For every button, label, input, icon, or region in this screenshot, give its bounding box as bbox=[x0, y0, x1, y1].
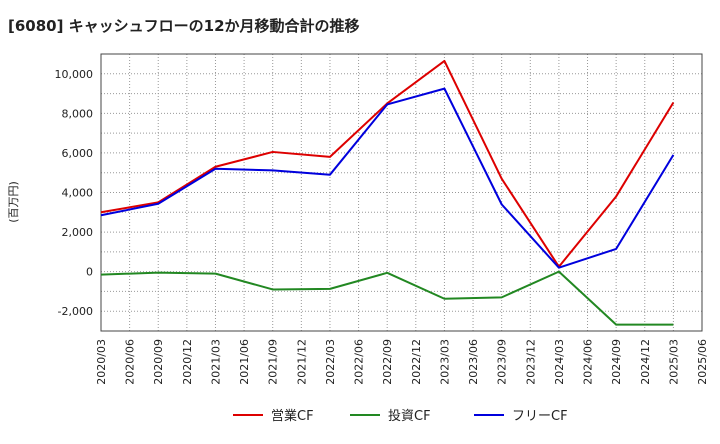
grid bbox=[100, 53, 703, 332]
y-axis-label: (百万円) bbox=[7, 181, 20, 223]
x-tick-label: 2022/03 bbox=[324, 339, 337, 385]
x-tick-label: 2021/12 bbox=[295, 339, 308, 385]
plot-frame bbox=[100, 53, 703, 332]
y-tick-label: -2,000 bbox=[58, 305, 93, 318]
series-line bbox=[100, 59, 675, 268]
x-tick-label: 2023/12 bbox=[524, 339, 537, 385]
x-tick-label: 2021/09 bbox=[267, 339, 280, 385]
y-axis-ticks: 10,000 8,000 6,000 4,000 2,000 0 -2,000 bbox=[55, 68, 94, 318]
y-tick-label: 6,000 bbox=[62, 147, 94, 160]
x-tick-label: 2022/06 bbox=[353, 339, 366, 385]
x-tick-label: 2024/09 bbox=[610, 339, 623, 385]
series-line bbox=[100, 87, 675, 269]
legend: 営業CF 投資CF フリーCF bbox=[233, 408, 568, 424]
series-line bbox=[100, 270, 674, 326]
x-tick-label: 2024/06 bbox=[582, 339, 595, 385]
legend-label: 営業CF bbox=[271, 408, 314, 424]
x-tick-label: 2021/06 bbox=[238, 339, 251, 385]
x-tick-label: 2020/06 bbox=[124, 339, 137, 385]
x-tick-label: 2020/03 bbox=[95, 339, 108, 385]
chart-title: [6080] キャッシュフローの12か月移動合計の推移 bbox=[8, 17, 360, 35]
x-tick-label: 2024/12 bbox=[639, 339, 652, 385]
x-tick-label: 2023/09 bbox=[496, 339, 509, 385]
y-tick-label: 10,000 bbox=[55, 68, 94, 81]
y-tick-label: 2,000 bbox=[62, 226, 94, 239]
legend-label: フリーCF bbox=[512, 409, 568, 424]
x-axis-ticks: 2020/03 2020/06 2020/09 2020/12 2021/03 2021/… bbox=[95, 339, 709, 385]
x-tick-label: 2020/09 bbox=[152, 339, 165, 385]
y-tick-label: 0 bbox=[86, 266, 93, 279]
x-tick-label: 2025/06 bbox=[696, 339, 709, 385]
x-tick-label: 2024/03 bbox=[553, 339, 566, 385]
legend-label: 投資CF bbox=[388, 408, 431, 424]
x-tick-label: 2025/03 bbox=[667, 339, 680, 385]
x-tick-label: 2021/03 bbox=[209, 339, 222, 385]
x-tick-label: 2023/06 bbox=[467, 339, 480, 385]
x-tick-label: 2022/09 bbox=[381, 339, 394, 385]
x-tick-label: 2022/12 bbox=[410, 339, 423, 385]
y-tick-label: 4,000 bbox=[62, 187, 94, 200]
x-tick-label: 2020/12 bbox=[181, 339, 194, 385]
x-tick-label: 2023/03 bbox=[438, 339, 451, 385]
y-tick-label: 8,000 bbox=[62, 107, 94, 120]
series-lines bbox=[100, 59, 675, 326]
